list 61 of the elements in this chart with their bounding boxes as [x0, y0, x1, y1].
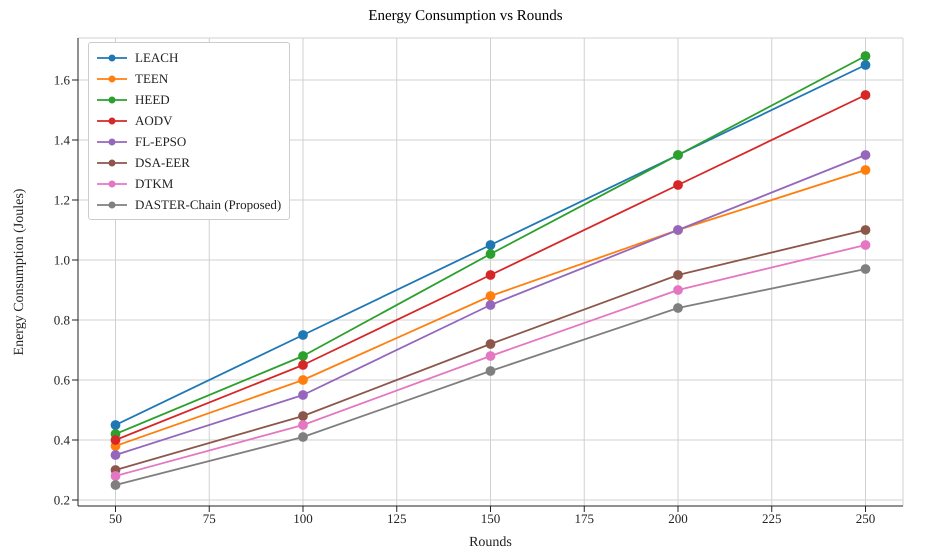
y-tick-label: 1.2	[54, 192, 70, 208]
y-axis-title: Energy Consumption (Joules)	[12, 188, 27, 356]
x-tick-label: 250	[856, 511, 876, 526]
point	[486, 249, 496, 259]
point	[673, 303, 683, 313]
point	[486, 270, 496, 280]
y-tick-label: 0.2	[54, 492, 70, 508]
point	[486, 240, 496, 250]
point	[110, 471, 120, 481]
y-tick-label: 0.4	[54, 432, 70, 448]
point	[298, 420, 308, 430]
point	[860, 51, 870, 61]
point	[860, 240, 870, 250]
x-tick-label: 100	[293, 511, 313, 526]
point	[110, 420, 120, 430]
point	[673, 270, 683, 280]
point	[860, 165, 870, 175]
legend-label: DTKM	[135, 176, 174, 192]
x-tick-label: 225	[762, 511, 782, 526]
legend-label: DASTER-Chain (Proposed)	[135, 196, 282, 212]
point	[298, 375, 308, 385]
point	[860, 150, 870, 160]
chart-title: Energy Consumption vs Rounds	[367, 8, 564, 26]
y-tick-label: 1.0	[54, 252, 70, 268]
point	[673, 285, 683, 295]
point	[860, 90, 870, 100]
x-tick-label: 175	[574, 511, 594, 526]
y-tick-label: 1.4	[54, 132, 70, 148]
point	[110, 435, 120, 445]
point	[110, 450, 120, 460]
point	[298, 330, 308, 340]
point	[298, 411, 308, 421]
x-tick-label: 125	[387, 511, 406, 526]
point	[298, 432, 308, 442]
legend-label: TEEN	[135, 70, 168, 86]
x-tick-label: 75	[202, 511, 216, 526]
point	[860, 225, 870, 235]
x-tick-label: 150	[480, 511, 500, 526]
point	[110, 480, 120, 490]
legend-label: FL-EPSO	[135, 134, 186, 150]
x-tick-label: 200	[668, 511, 688, 526]
y-tick-label: 0.6	[54, 372, 70, 388]
point	[860, 264, 870, 274]
point	[486, 366, 496, 376]
legend-label: HEED	[135, 92, 170, 108]
point	[298, 360, 308, 370]
x-axis-title: Rounds	[469, 535, 512, 550]
y-tick-label: 1.6	[54, 72, 70, 88]
x-tick-label: 50	[109, 511, 122, 526]
point	[860, 60, 870, 70]
point	[298, 351, 308, 361]
point	[486, 291, 496, 301]
legend-label: DSA-EER	[135, 154, 190, 170]
point	[486, 300, 496, 310]
legend-label: LEACH	[135, 50, 178, 66]
point	[298, 390, 308, 400]
point	[486, 339, 496, 349]
point	[673, 180, 683, 190]
y-tick-label: 0.8	[54, 312, 70, 328]
point	[486, 351, 496, 361]
legend-label: AODV	[135, 112, 173, 128]
